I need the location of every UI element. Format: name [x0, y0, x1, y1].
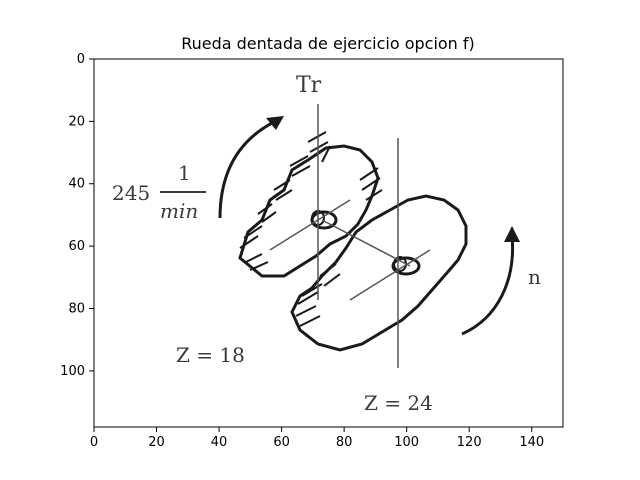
x-tick-label: 140	[519, 435, 544, 450]
chart-title: Rueda dentada de ejercicio opcion f)	[181, 34, 475, 53]
construction-lines	[269, 104, 431, 368]
output-speed-label: n	[528, 265, 541, 289]
input-speed-label: 245 1 min	[112, 161, 206, 223]
x-tick-label: 20	[148, 435, 165, 450]
y-tick-label: 20	[68, 114, 85, 129]
speed-numerator: 1	[178, 161, 191, 185]
y-axis: 0 20 40 60 80 100	[60, 52, 94, 379]
x-tick-label: 60	[273, 435, 290, 450]
x-tick-label: 40	[211, 435, 228, 450]
x-axis: 0 20 40 60 80 100 120 140	[90, 427, 544, 450]
y-tick-label: 0	[77, 52, 85, 67]
x-tick-label: 0	[90, 435, 98, 450]
speed-denominator: min	[160, 199, 198, 223]
rotation-arrow-input	[218, 116, 284, 219]
small-gear-teeth-label: Z = 18	[176, 343, 245, 367]
rotation-arrow-output	[461, 226, 520, 336]
torque-label: Tr	[296, 73, 322, 98]
large-gear-teeth-label: Z = 24	[364, 391, 433, 415]
gear-illustration: Tr 245 1 min n Z = 18 Z = 24	[112, 73, 541, 415]
y-tick-label: 60	[68, 239, 85, 254]
y-tick-label: 40	[68, 177, 85, 192]
y-tick-label: 80	[68, 301, 85, 316]
gear-large	[290, 167, 468, 352]
speed-value: 245	[112, 181, 150, 205]
x-tick-label: 100	[394, 435, 419, 450]
y-tick-label: 100	[60, 364, 85, 379]
plot-area: Tr 245 1 min n Z = 18 Z = 24	[93, 58, 564, 428]
x-tick-label: 120	[457, 435, 482, 450]
image-background	[94, 59, 563, 427]
x-tick-label: 80	[336, 435, 353, 450]
axes-frame	[93, 58, 564, 428]
